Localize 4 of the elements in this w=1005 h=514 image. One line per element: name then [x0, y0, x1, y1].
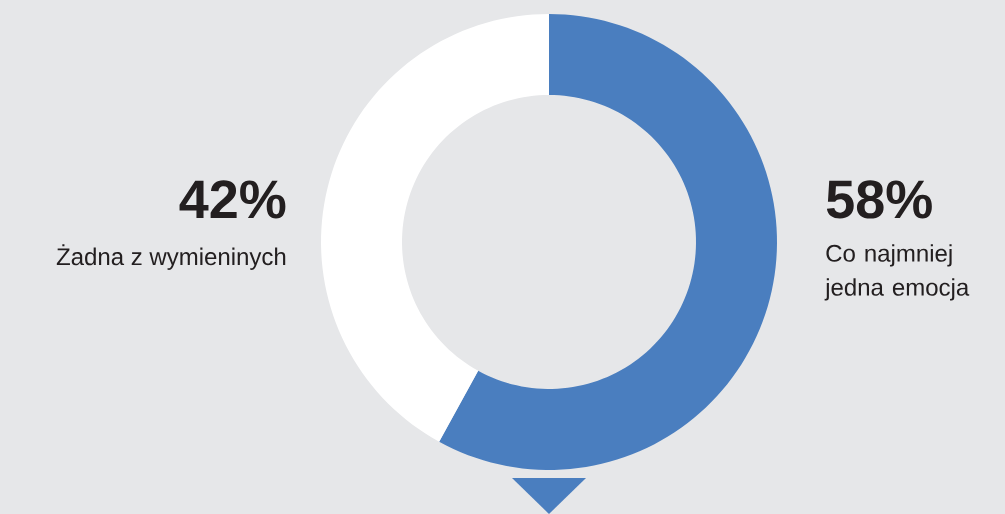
data-label: 42%	[179, 180, 286, 219]
slice-label: Co najmniej jedna emocja	[824, 244, 970, 301]
slice-label: Żadna z wymieninych	[56, 244, 286, 270]
data-label: 58%	[826, 180, 932, 219]
